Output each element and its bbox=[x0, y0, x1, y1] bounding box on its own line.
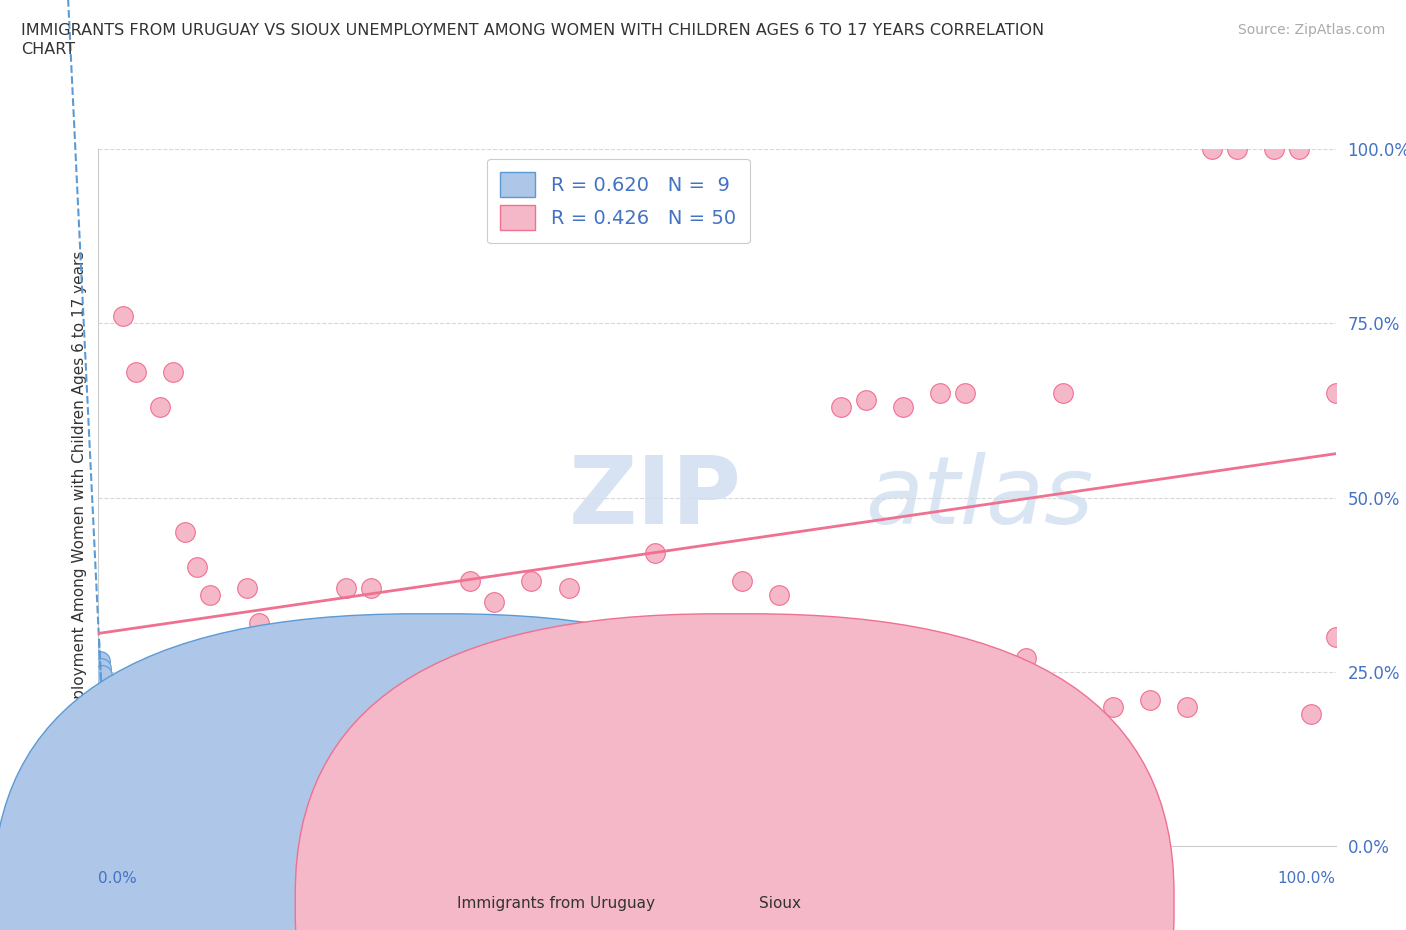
Point bbox=[247, 616, 270, 631]
Point bbox=[1299, 707, 1322, 722]
Point bbox=[162, 365, 184, 379]
Legend: R = 0.620   N =  9, R = 0.426   N = 50: R = 0.620 N = 9, R = 0.426 N = 50 bbox=[486, 158, 749, 244]
Point bbox=[804, 665, 827, 680]
Point bbox=[93, 731, 115, 746]
Point bbox=[458, 574, 481, 589]
Text: 0.0%: 0.0% bbox=[98, 871, 138, 886]
Point bbox=[681, 658, 703, 672]
Point bbox=[91, 699, 114, 714]
Point bbox=[1226, 141, 1249, 156]
Point bbox=[93, 710, 115, 724]
Text: Immigrants from Uruguay: Immigrants from Uruguay bbox=[457, 897, 655, 911]
Point bbox=[96, 811, 118, 826]
Text: Sioux: Sioux bbox=[759, 897, 801, 911]
Point bbox=[891, 400, 914, 415]
Point bbox=[298, 713, 321, 728]
Point bbox=[224, 692, 246, 708]
Point bbox=[830, 400, 852, 415]
Y-axis label: Unemployment Among Women with Children Ages 6 to 17 years: Unemployment Among Women with Children A… bbox=[72, 251, 87, 744]
Text: ZIP: ZIP bbox=[568, 452, 741, 543]
Point bbox=[89, 654, 111, 669]
Point bbox=[1015, 651, 1038, 666]
Point bbox=[273, 699, 295, 714]
Point bbox=[1139, 692, 1161, 708]
Point bbox=[112, 309, 135, 324]
Text: CHART: CHART bbox=[21, 42, 75, 57]
Point bbox=[96, 793, 118, 808]
Point bbox=[706, 755, 728, 770]
Point bbox=[174, 525, 197, 540]
Point bbox=[360, 580, 382, 596]
Text: Source: ZipAtlas.com: Source: ZipAtlas.com bbox=[1237, 23, 1385, 37]
Text: IMMIGRANTS FROM URUGUAY VS SIOUX UNEMPLOYMENT AMONG WOMEN WITH CHILDREN AGES 6 T: IMMIGRANTS FROM URUGUAY VS SIOUX UNEMPLO… bbox=[21, 23, 1045, 38]
Point bbox=[557, 580, 579, 596]
Point bbox=[309, 630, 332, 644]
Point bbox=[90, 661, 112, 676]
Point bbox=[335, 580, 357, 596]
Point bbox=[211, 713, 233, 728]
Point bbox=[90, 675, 112, 690]
Point bbox=[236, 580, 259, 596]
Point bbox=[644, 546, 666, 561]
Point bbox=[768, 588, 790, 603]
Point bbox=[384, 735, 406, 750]
Point bbox=[855, 392, 877, 407]
Point bbox=[422, 644, 444, 658]
Point bbox=[1201, 141, 1223, 156]
Point bbox=[124, 365, 146, 379]
Point bbox=[93, 727, 115, 742]
Point bbox=[91, 668, 114, 683]
Point bbox=[520, 574, 543, 589]
Point bbox=[97, 825, 120, 840]
Point bbox=[1175, 699, 1198, 714]
Point bbox=[979, 658, 1001, 672]
Point bbox=[260, 699, 283, 714]
Point bbox=[94, 773, 117, 788]
Point bbox=[484, 595, 506, 610]
Point bbox=[731, 574, 754, 589]
Point bbox=[94, 790, 117, 805]
Point bbox=[928, 386, 950, 401]
Point bbox=[89, 665, 111, 680]
Point bbox=[582, 665, 605, 680]
Point bbox=[1288, 141, 1310, 156]
Point bbox=[1263, 141, 1285, 156]
Point bbox=[1324, 630, 1347, 644]
Point bbox=[1102, 699, 1125, 714]
Point bbox=[198, 588, 221, 603]
Point bbox=[285, 699, 308, 714]
Text: 100.0%: 100.0% bbox=[1278, 871, 1336, 886]
Point bbox=[1052, 386, 1074, 401]
Point bbox=[953, 386, 976, 401]
Point bbox=[93, 811, 115, 826]
Point bbox=[186, 560, 208, 575]
Text: atlas: atlas bbox=[866, 452, 1094, 543]
Point bbox=[1324, 386, 1347, 401]
Point bbox=[93, 765, 115, 780]
Point bbox=[149, 400, 172, 415]
